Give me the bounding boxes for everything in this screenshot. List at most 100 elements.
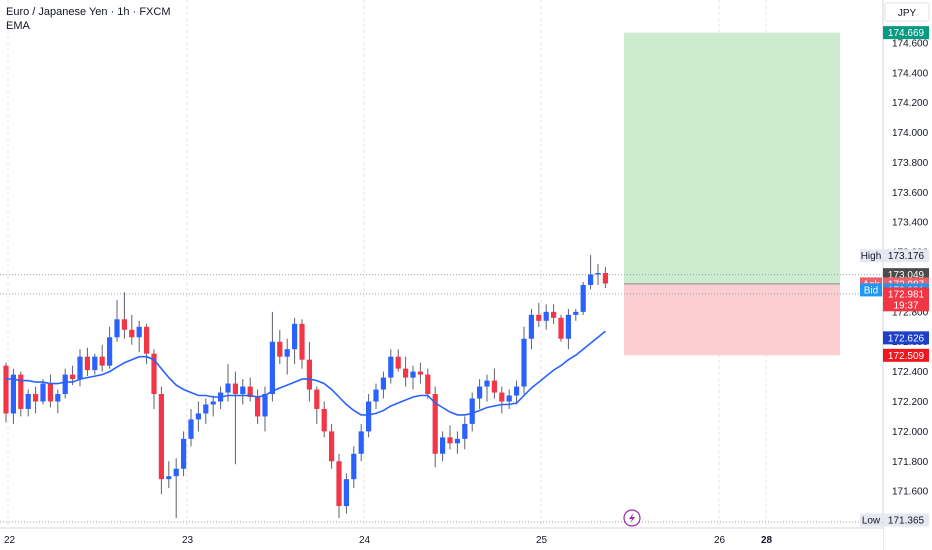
price-tags: 174.669173.176High173.049172.987Ask172.9… — [860, 26, 929, 527]
svg-text:High: High — [861, 251, 882, 262]
candle-12 — [92, 353, 98, 375]
price-tick-3: 172.200 — [892, 397, 929, 408]
price-tick-13: 174.200 — [892, 98, 929, 109]
candle-11 — [84, 347, 90, 377]
price-tick-9: 173.400 — [892, 218, 929, 229]
price-tick-4: 172.400 — [892, 367, 929, 378]
candle-63 — [469, 392, 475, 432]
candle-23 — [173, 458, 179, 519]
candle-0 — [3, 362, 9, 423]
position-zones[interactable] — [624, 32, 840, 356]
candle-45 — [336, 453, 342, 519]
price-tick-12: 174.000 — [892, 128, 929, 139]
indicator-label[interactable]: EMA — [6, 20, 31, 32]
candle-4 — [33, 386, 39, 414]
candle-13 — [99, 344, 105, 372]
price-tick-0: 171.600 — [892, 487, 929, 498]
svg-text:173.176: 173.176 — [888, 251, 925, 262]
candle-44 — [329, 423, 335, 469]
candle-81 — [602, 267, 608, 288]
candle-60 — [447, 425, 453, 450]
candle-35 — [262, 386, 268, 432]
candle-80 — [595, 264, 601, 285]
candle-73 — [543, 304, 549, 330]
price-tick-11: 173.800 — [892, 158, 929, 169]
time-tick-2: 24 — [359, 535, 371, 546]
candle-27 — [203, 398, 209, 424]
candle-17 — [129, 314, 135, 345]
candle-47 — [351, 446, 357, 489]
stop-loss-zone[interactable] — [624, 283, 840, 356]
svg-text:173.049: 173.049 — [888, 270, 925, 281]
time-tick-5: 28 — [761, 535, 773, 546]
candle-52 — [388, 349, 394, 384]
svg-text:19:37: 19:37 — [893, 300, 918, 311]
price-tag-7: 171.365 Low — [860, 513, 929, 527]
take-profit-zone[interactable] — [624, 32, 840, 284]
candle-2 — [18, 371, 24, 417]
candle-38 — [284, 338, 290, 375]
candle-21 — [158, 386, 164, 495]
candle-75 — [558, 314, 564, 342]
candle-26 — [195, 401, 201, 432]
candle-6 — [47, 374, 53, 408]
svg-text:Bid: Bid — [864, 285, 878, 296]
candle-59 — [440, 431, 446, 462]
price-tick-1: 171.800 — [892, 457, 929, 468]
candle-54 — [403, 356, 409, 387]
price-tag-1: 173.176 High — [860, 249, 929, 263]
candle-25 — [188, 408, 194, 447]
price-tick-2: 172.000 — [892, 427, 929, 438]
candle-77 — [573, 308, 579, 321]
price-tag-5: 172.626 — [883, 331, 929, 345]
lightning-icon[interactable] — [623, 509, 641, 527]
candle-55 — [410, 365, 416, 390]
candle-7 — [55, 389, 61, 414]
chart-title[interactable]: Euro / Japanese Yen · 1h · FXCM — [6, 6, 170, 18]
svg-text:174.669: 174.669 — [888, 28, 925, 39]
price-tick-6: 172.800 — [892, 307, 929, 318]
time-axis[interactable] — [0, 527, 883, 550]
time-tick-4: 26 — [714, 535, 726, 546]
price-tick-15: 174.600 — [892, 38, 929, 49]
candle-41 — [306, 341, 312, 402]
candle-43 — [321, 401, 327, 438]
candle-22 — [166, 461, 172, 489]
candle-34 — [255, 389, 261, 424]
price-tag-6: 172.509 — [883, 348, 929, 362]
candle-68 — [506, 389, 512, 409]
price-tick-14: 174.400 — [892, 68, 929, 79]
svg-text:172.981: 172.981 — [888, 289, 925, 300]
candle-51 — [380, 371, 386, 399]
currency-label[interactable]: JPY — [884, 2, 930, 22]
price-tick-10: 173.600 — [892, 188, 929, 199]
candle-46 — [343, 473, 349, 514]
candle-72 — [536, 302, 542, 327]
candle-79 — [588, 255, 594, 290]
candle-24 — [181, 431, 187, 477]
time-tick-0: 22 — [4, 535, 16, 546]
candle-42 — [314, 386, 320, 424]
candle-5 — [40, 379, 46, 405]
svg-text:172.626: 172.626 — [888, 333, 925, 344]
svg-text:171.365: 171.365 — [888, 516, 925, 527]
candle-1 — [10, 368, 16, 424]
price-tag-0: 174.669 — [883, 26, 929, 40]
candle-58 — [432, 386, 438, 468]
candle-37 — [277, 329, 283, 365]
candle-61 — [454, 431, 460, 454]
time-tick-3: 25 — [536, 535, 548, 546]
candle-67 — [499, 386, 505, 414]
candle-8 — [62, 368, 68, 399]
candle-66 — [491, 368, 497, 399]
ema-line — [6, 330, 606, 416]
candle-71 — [528, 308, 534, 350]
time-tick-1: 23 — [182, 535, 194, 546]
candle-14 — [107, 326, 113, 369]
candle-74 — [551, 304, 557, 324]
candle-10 — [77, 349, 83, 387]
time-tick-labels: 22 23 24 25 26 28 — [4, 535, 773, 546]
candle-39 — [292, 317, 298, 365]
